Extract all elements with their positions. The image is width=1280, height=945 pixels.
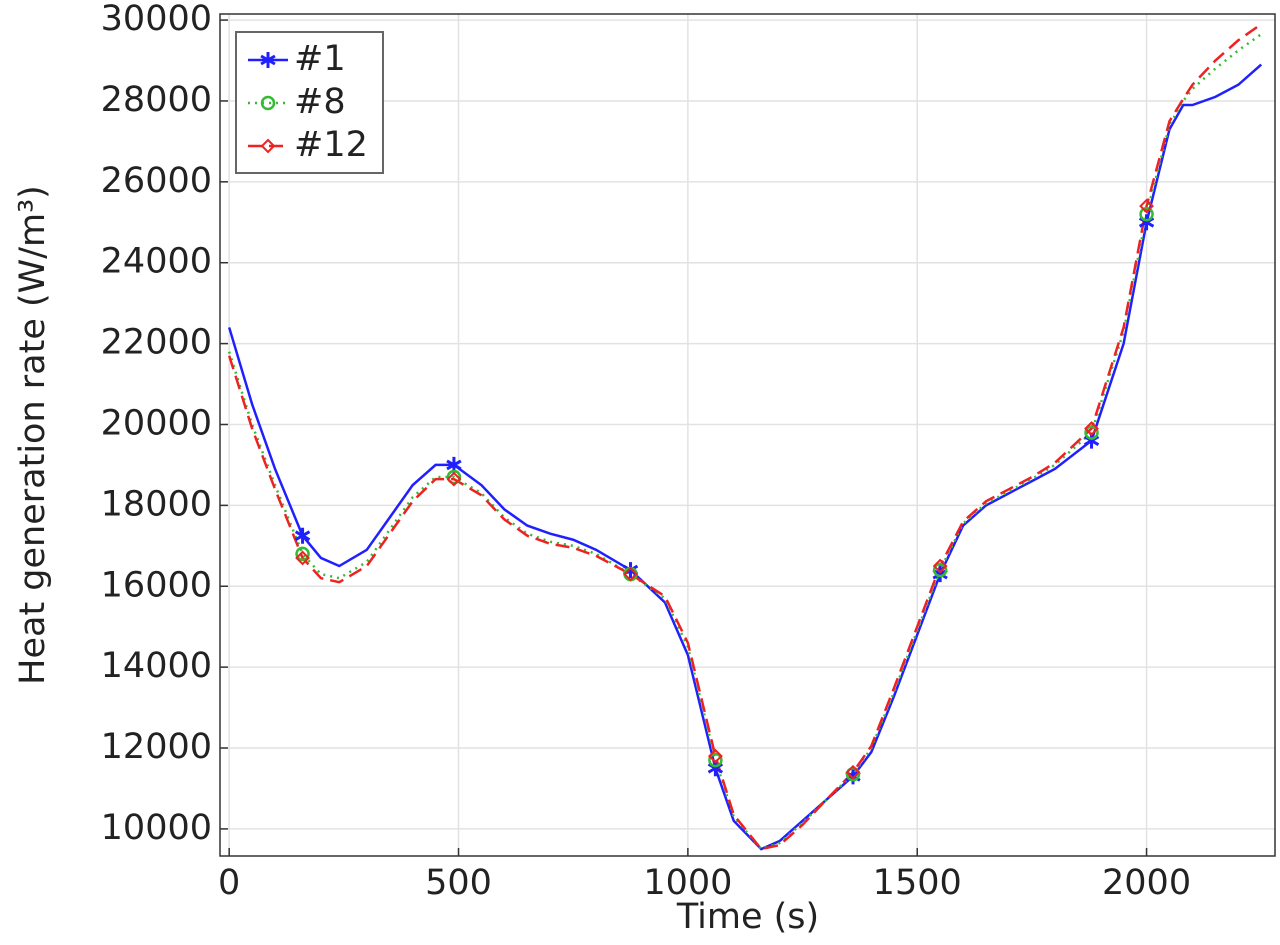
marker	[260, 52, 276, 68]
marker	[845, 764, 861, 780]
x-tick-label: 2000	[1102, 863, 1191, 903]
marker	[623, 566, 638, 582]
y-tick-label: 18000	[101, 484, 212, 524]
marker	[1139, 198, 1154, 214]
y-tick-label: 24000	[101, 242, 212, 282]
legend-label: #8	[294, 82, 346, 122]
x-tick-label: 1000	[643, 863, 732, 903]
y-tick-label: 20000	[101, 403, 212, 443]
marker	[932, 558, 948, 574]
y-tick-label: 28000	[101, 80, 212, 120]
x-tick-label: 500	[425, 863, 492, 903]
marker	[446, 469, 462, 485]
y-tick-label: 26000	[101, 161, 212, 201]
legend: #1#8#12	[235, 31, 384, 174]
plot-frame	[219, 13, 1276, 857]
marker	[1084, 425, 1099, 440]
y-tick-label: 16000	[101, 565, 212, 605]
x-tick-label: 1500	[873, 863, 962, 903]
x-tick-label: 0	[218, 863, 240, 903]
legend-box	[235, 31, 384, 174]
marker	[932, 562, 948, 578]
y-tick-label: 14000	[101, 646, 212, 686]
legend-label: #12	[294, 125, 368, 165]
marker	[1139, 206, 1154, 222]
marker	[708, 752, 723, 768]
y-tick-label: 22000	[101, 323, 212, 363]
marker	[260, 95, 276, 111]
marker	[845, 767, 861, 782]
marker	[446, 471, 462, 487]
marker	[707, 748, 723, 764]
y-axis-label: Heat generation rate (W/m³)	[13, 185, 53, 685]
marker	[295, 546, 310, 562]
marker	[1084, 421, 1099, 436]
y-tick-label: 30000	[101, 0, 212, 39]
marker	[294, 527, 311, 544]
y-tick-label: 10000	[101, 808, 212, 848]
marker	[295, 550, 310, 566]
series-line	[227, 63, 1263, 851]
x-axis-label: Time (s)	[676, 897, 819, 937]
legend-label: #1	[294, 39, 346, 79]
marker	[260, 138, 276, 154]
series-line	[227, 23, 1262, 851]
y-tick-label: 12000	[101, 727, 212, 767]
